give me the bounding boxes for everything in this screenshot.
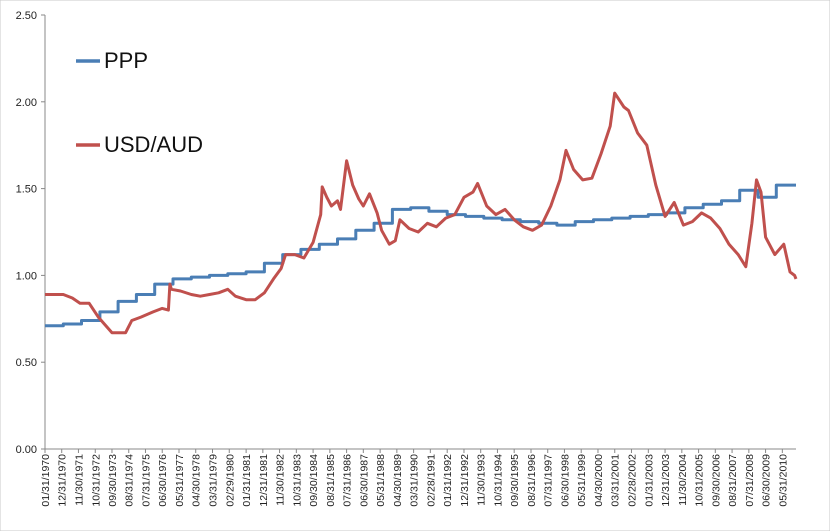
x-tick-label: 05/31/1988 xyxy=(375,454,387,507)
x-tick-label: 12/31/2003 xyxy=(660,454,672,507)
x-tick-label: 05/31/1999 xyxy=(576,454,588,507)
x-tick-label: 04/30/1989 xyxy=(392,454,404,507)
legend-label-ppp: PPP xyxy=(104,48,148,73)
x-tick-label: 01/31/1970 xyxy=(40,454,52,507)
x-tick-label: 09/30/1995 xyxy=(509,454,521,507)
x-tick-label: 08/31/1985 xyxy=(325,454,337,507)
series-lines xyxy=(45,91,798,335)
x-tick-label: 11/30/2004 xyxy=(677,454,689,506)
x-tick-label: 06/30/1987 xyxy=(358,454,370,507)
x-tick-label: 08/31/1996 xyxy=(526,454,538,507)
x-tick-label: 11/30/1993 xyxy=(476,454,488,506)
x-tick-label: 01/31/1981 xyxy=(241,454,253,507)
x-tick-label: 07/31/1975 xyxy=(140,454,152,507)
x-tick-label: 03/31/2001 xyxy=(610,454,622,507)
x-tick-label: 06/30/2009 xyxy=(761,454,773,507)
x-tick-label: 09/30/1973 xyxy=(107,454,119,507)
y-tick-label: 1.50 xyxy=(16,184,37,196)
x-tick-label: 10/31/1972 xyxy=(90,454,102,507)
x-tick-label: 06/30/1976 xyxy=(157,454,169,507)
x-tick-label: 07/31/1997 xyxy=(543,454,555,507)
x-tick-label: 01/31/2003 xyxy=(643,454,655,507)
x-tick-label: 03/31/1979 xyxy=(207,454,219,507)
x-tick-label: 02/28/2002 xyxy=(626,454,638,507)
x-tick-label: 07/31/1986 xyxy=(342,454,354,507)
y-tick-label: 1.00 xyxy=(16,270,37,282)
y-tick-label: 0.00 xyxy=(16,444,37,456)
y-tick-label: 0.50 xyxy=(16,357,37,369)
x-axis: 01/31/1970 12/31/1970 11/30/1971 10/31/1972… xyxy=(40,449,789,507)
x-tick-label: 03/31/1990 xyxy=(409,454,421,507)
x-tick-label: 08/31/2007 xyxy=(727,454,739,507)
x-tick-label: 11/30/1971 xyxy=(73,454,85,506)
x-tick-label: 04/30/2000 xyxy=(593,454,605,507)
x-tick-label: 06/30/1998 xyxy=(559,454,571,507)
x-tick-label: 10/31/2005 xyxy=(694,454,706,507)
legend-label-usd-aud: USD/AUD xyxy=(104,132,203,157)
x-tick-label: 10/31/1994 xyxy=(492,454,504,507)
x-tick-label: 01/31/1992 xyxy=(442,454,454,507)
x-tick-label: 08/31/1974 xyxy=(124,454,136,507)
x-tick-label: 12/31/1992 xyxy=(459,454,471,507)
legend: PPP USD/AUD xyxy=(76,48,203,157)
series-line-usd-aud xyxy=(45,91,798,335)
y-axis: 0.00 0.50 1.00 1.50 2.00 2.50 xyxy=(16,10,45,456)
y-tick-label: 2.50 xyxy=(16,10,37,22)
x-tick-label: 07/31/2008 xyxy=(744,454,756,507)
x-tick-label: 02/29/1980 xyxy=(224,454,236,507)
x-tick-label: 10/31/1983 xyxy=(291,454,303,507)
x-tick-label: 11/30/1982 xyxy=(275,454,287,506)
x-tick-label: 05/31/2010 xyxy=(777,454,789,507)
x-tick-label: 05/31/1977 xyxy=(174,454,186,507)
x-tick-label: 02/28/1991 xyxy=(425,454,437,507)
x-tick-label: 04/30/1978 xyxy=(191,454,203,507)
x-tick-label: 12/31/1981 xyxy=(258,454,270,507)
y-tick-label: 2.00 xyxy=(16,97,37,109)
x-tick-label: 12/31/1970 xyxy=(57,454,69,507)
x-tick-label: 09/30/2006 xyxy=(710,454,722,507)
x-tick-label: 09/30/1984 xyxy=(308,454,320,507)
